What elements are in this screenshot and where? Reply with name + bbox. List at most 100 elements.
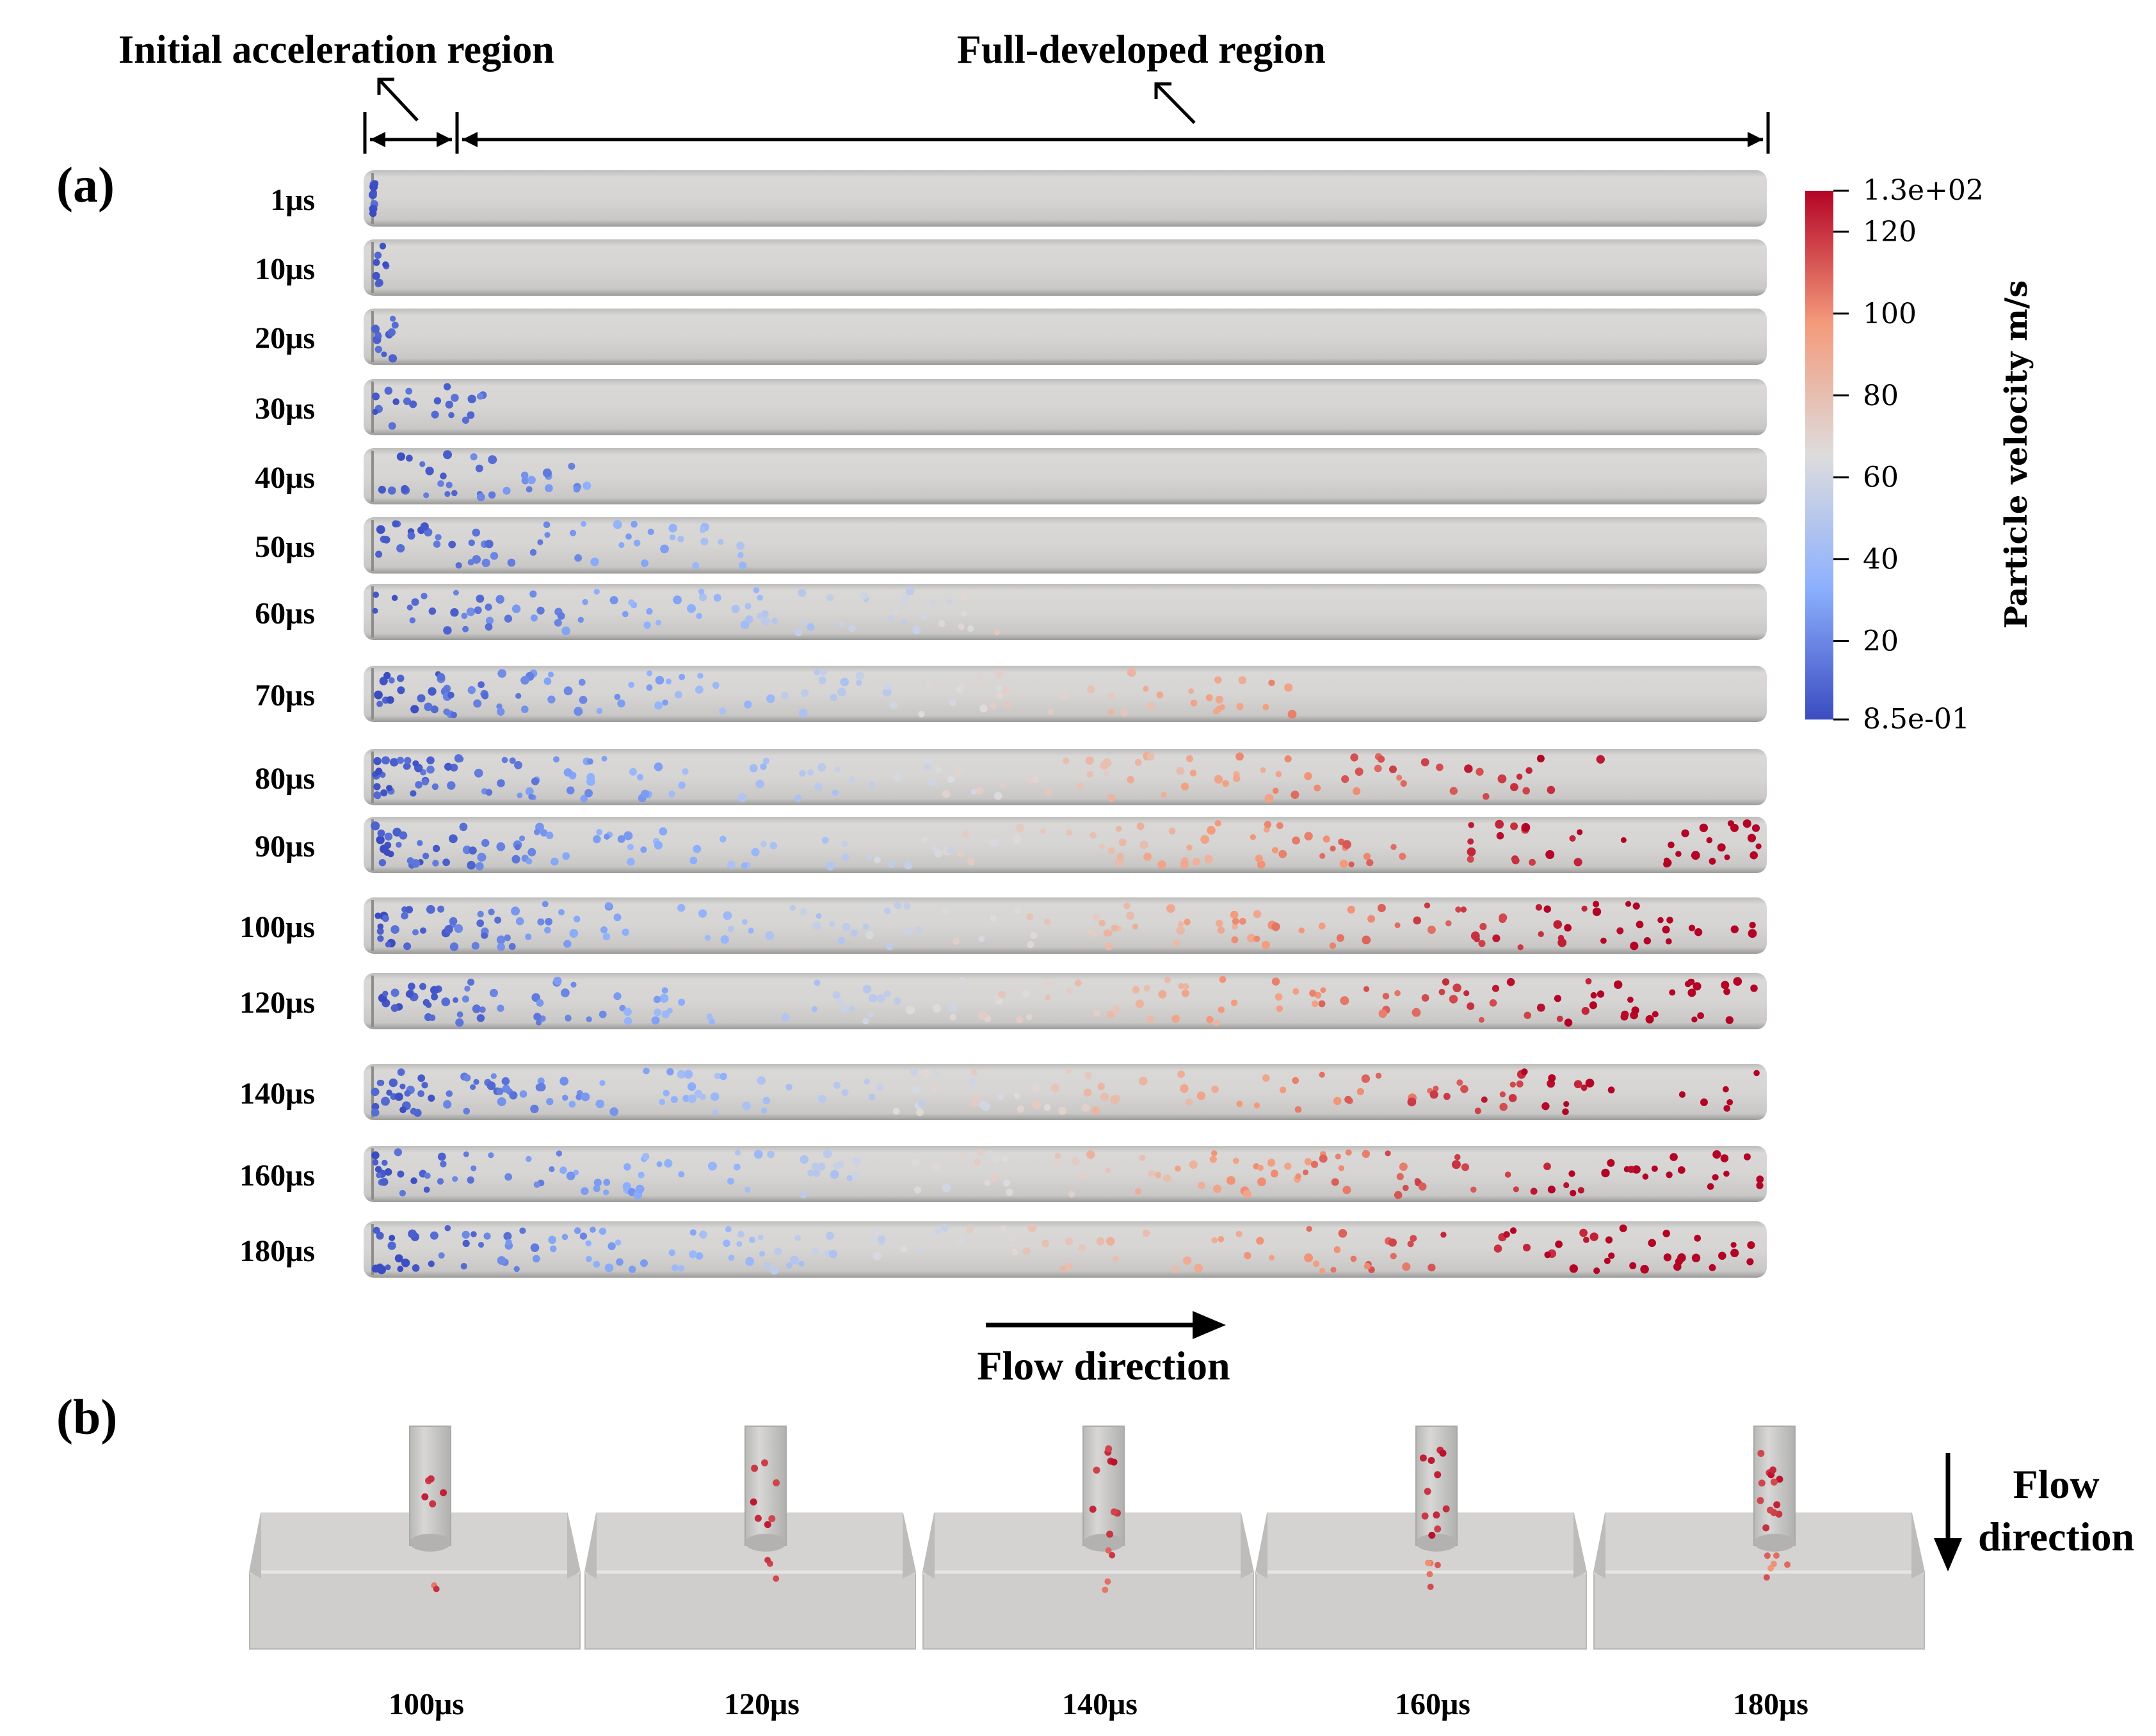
particle bbox=[867, 1011, 874, 1018]
particle bbox=[1292, 988, 1299, 995]
particle bbox=[666, 1068, 674, 1076]
particle bbox=[912, 1086, 921, 1095]
particle bbox=[837, 1161, 844, 1168]
particle bbox=[371, 1151, 380, 1160]
particle bbox=[1262, 1074, 1270, 1082]
particle bbox=[390, 925, 399, 934]
particle bbox=[1636, 920, 1644, 929]
particle bbox=[654, 840, 663, 849]
particle bbox=[371, 1108, 380, 1117]
particle bbox=[1362, 1150, 1370, 1158]
particle bbox=[1456, 1079, 1463, 1086]
particle bbox=[706, 1013, 713, 1020]
particle bbox=[1311, 1000, 1319, 1008]
particle bbox=[1756, 1182, 1764, 1189]
particle bbox=[1000, 1225, 1006, 1232]
particle bbox=[397, 686, 405, 695]
time-label: 30μs bbox=[255, 392, 315, 426]
particle bbox=[817, 1162, 826, 1171]
particle bbox=[653, 995, 661, 1004]
particle bbox=[1215, 919, 1223, 928]
particle bbox=[526, 486, 533, 493]
particle bbox=[485, 616, 494, 625]
particle bbox=[410, 790, 417, 797]
substrate-side bbox=[923, 1513, 935, 1579]
particle bbox=[1319, 853, 1326, 859]
particle bbox=[834, 766, 841, 773]
particle bbox=[509, 757, 516, 764]
particle bbox=[446, 481, 453, 488]
particle bbox=[938, 620, 945, 627]
particle bbox=[949, 699, 956, 706]
particle bbox=[1043, 918, 1051, 926]
particle bbox=[1198, 1182, 1205, 1189]
particle bbox=[604, 1263, 614, 1273]
particle bbox=[472, 555, 481, 564]
particle bbox=[1750, 851, 1758, 860]
particle bbox=[1764, 1552, 1771, 1559]
particle bbox=[646, 607, 653, 615]
particle bbox=[420, 522, 429, 531]
particle bbox=[892, 773, 902, 782]
particle bbox=[757, 594, 764, 601]
particle bbox=[949, 1013, 957, 1021]
particle bbox=[411, 859, 421, 868]
particle bbox=[431, 410, 439, 419]
particle bbox=[1581, 905, 1588, 912]
particle bbox=[432, 860, 439, 867]
particle bbox=[1721, 981, 1730, 990]
particle bbox=[1385, 1150, 1391, 1157]
particle bbox=[1694, 1234, 1701, 1242]
particle bbox=[537, 1082, 546, 1091]
particle bbox=[978, 935, 985, 942]
particle bbox=[677, 1070, 686, 1079]
particle bbox=[573, 486, 581, 493]
particle bbox=[707, 1161, 717, 1171]
particle bbox=[697, 673, 704, 679]
particle bbox=[471, 942, 479, 950]
particle bbox=[497, 1004, 504, 1012]
nozzle-tube bbox=[1415, 1426, 1458, 1546]
particle bbox=[665, 679, 672, 685]
particle bbox=[385, 1264, 391, 1271]
particle bbox=[669, 534, 676, 541]
particle bbox=[1298, 927, 1305, 934]
particle bbox=[415, 781, 422, 789]
particle bbox=[488, 491, 496, 499]
particle bbox=[1126, 911, 1135, 920]
particle bbox=[851, 1172, 860, 1180]
particle bbox=[1663, 1253, 1672, 1262]
particle bbox=[922, 836, 928, 842]
particle bbox=[473, 699, 482, 708]
particle bbox=[698, 909, 707, 918]
particle bbox=[1342, 1185, 1351, 1194]
particle bbox=[622, 1182, 631, 1191]
particle bbox=[1077, 782, 1084, 790]
particle bbox=[1268, 679, 1275, 687]
particle bbox=[1642, 1173, 1649, 1180]
particle bbox=[1105, 1547, 1112, 1554]
particle bbox=[995, 670, 1004, 678]
particle bbox=[1104, 1578, 1111, 1585]
particle bbox=[1424, 1559, 1431, 1566]
particle bbox=[1120, 709, 1129, 717]
particle bbox=[374, 1166, 382, 1173]
particle bbox=[609, 596, 618, 605]
particle bbox=[1146, 702, 1155, 711]
particle bbox=[556, 1150, 563, 1157]
particle bbox=[1394, 922, 1401, 928]
particle bbox=[798, 1260, 805, 1267]
particle bbox=[449, 942, 459, 951]
particle bbox=[371, 821, 380, 831]
particle bbox=[1377, 904, 1386, 912]
particle bbox=[384, 387, 393, 395]
particle bbox=[1350, 1255, 1357, 1262]
particle bbox=[761, 610, 769, 618]
particle bbox=[412, 929, 419, 936]
colorbar-tick-label: 20 bbox=[1863, 625, 1899, 658]
particle bbox=[1726, 1099, 1734, 1105]
particle bbox=[1616, 927, 1624, 935]
particle bbox=[1675, 851, 1682, 857]
tube bbox=[364, 1064, 1767, 1120]
particle bbox=[462, 1230, 470, 1239]
